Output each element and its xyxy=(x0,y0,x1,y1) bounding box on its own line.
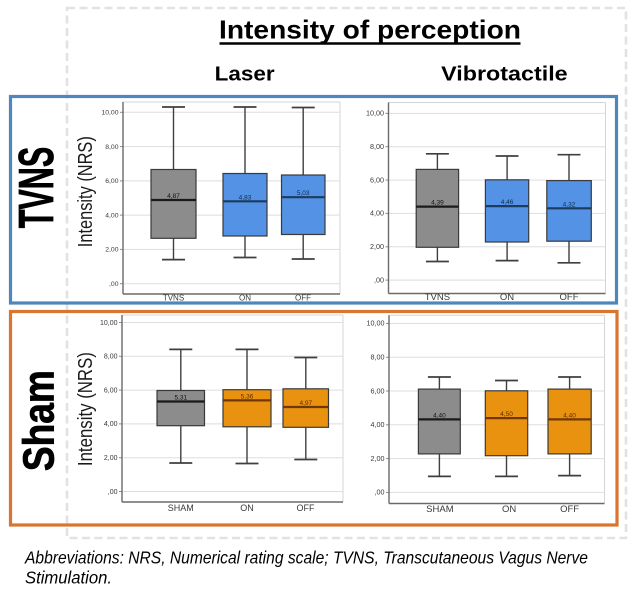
svg-text:4,50: 4,50 xyxy=(500,411,513,418)
svg-text:Laser: Laser xyxy=(215,63,275,86)
svg-text:ON: ON xyxy=(240,503,254,513)
svg-text:6,00: 6,00 xyxy=(371,386,385,395)
svg-text:TVNS: TVNS xyxy=(163,294,184,303)
svg-text:Stimulation.: Stimulation. xyxy=(25,568,112,588)
svg-text:4,00: 4,00 xyxy=(370,209,384,218)
svg-text:4,32: 4,32 xyxy=(563,201,576,208)
svg-text:4,87: 4,87 xyxy=(167,193,180,200)
svg-text:8,00: 8,00 xyxy=(105,144,118,151)
svg-text:4,40: 4,40 xyxy=(563,412,576,419)
svg-text:4,00: 4,00 xyxy=(105,212,118,219)
svg-text:4,83: 4,83 xyxy=(239,194,252,201)
svg-text:Vibrotactile: Vibrotactile xyxy=(441,63,568,86)
svg-text:Sham: Sham xyxy=(15,370,64,471)
svg-text:Intensity of perception: Intensity of perception xyxy=(219,14,521,44)
svg-text:4,46: 4,46 xyxy=(501,199,514,206)
svg-text:ON: ON xyxy=(500,292,514,303)
svg-text:6,00: 6,00 xyxy=(104,387,118,394)
svg-text:SHAM: SHAM xyxy=(168,503,194,513)
svg-text:Intensity (NRS): Intensity (NRS) xyxy=(75,352,97,466)
svg-text:4,00: 4,00 xyxy=(371,420,385,429)
svg-text:10,00: 10,00 xyxy=(100,320,118,327)
svg-text:4,97: 4,97 xyxy=(299,400,312,407)
svg-text:,00: ,00 xyxy=(375,488,385,497)
svg-text:8,00: 8,00 xyxy=(371,353,385,362)
svg-text:2,00: 2,00 xyxy=(104,455,118,462)
svg-text:4,00: 4,00 xyxy=(104,421,118,428)
svg-text:8,00: 8,00 xyxy=(370,142,384,151)
svg-text:5,03: 5,03 xyxy=(297,190,310,197)
svg-text:10,00: 10,00 xyxy=(367,319,385,328)
svg-text:OFF: OFF xyxy=(560,292,579,303)
svg-text:2,00: 2,00 xyxy=(370,242,384,251)
svg-text:OFF: OFF xyxy=(560,504,579,515)
svg-text:10,00: 10,00 xyxy=(101,110,118,117)
svg-text:4,40: 4,40 xyxy=(433,412,446,419)
svg-text:ON: ON xyxy=(502,504,516,515)
svg-text:4,39: 4,39 xyxy=(431,200,444,207)
svg-text:2,00: 2,00 xyxy=(105,247,118,254)
svg-text:,00: ,00 xyxy=(109,281,119,288)
svg-text:Abbreviations: NRS, Numerical: Abbreviations: NRS, Numerical rating sca… xyxy=(24,547,588,567)
svg-text:TVNS: TVNS xyxy=(10,147,64,229)
svg-text:5,31: 5,31 xyxy=(174,395,187,402)
svg-text:TVNS: TVNS xyxy=(425,292,450,303)
svg-text:5,36: 5,36 xyxy=(241,393,254,400)
svg-text:ON: ON xyxy=(239,294,251,303)
svg-text:10,00: 10,00 xyxy=(366,109,384,118)
svg-text:8,00: 8,00 xyxy=(104,354,118,361)
svg-text:2,00: 2,00 xyxy=(371,454,385,463)
svg-text:Intensity (NRS): Intensity (NRS) xyxy=(75,136,97,247)
svg-text:,00: ,00 xyxy=(374,275,384,284)
svg-text:6,00: 6,00 xyxy=(105,178,118,185)
svg-text:,00: ,00 xyxy=(108,489,118,496)
svg-text:SHAM: SHAM xyxy=(426,504,454,515)
svg-text:6,00: 6,00 xyxy=(370,175,384,184)
svg-text:OFF: OFF xyxy=(297,503,315,513)
svg-text:OFF: OFF xyxy=(295,294,311,303)
